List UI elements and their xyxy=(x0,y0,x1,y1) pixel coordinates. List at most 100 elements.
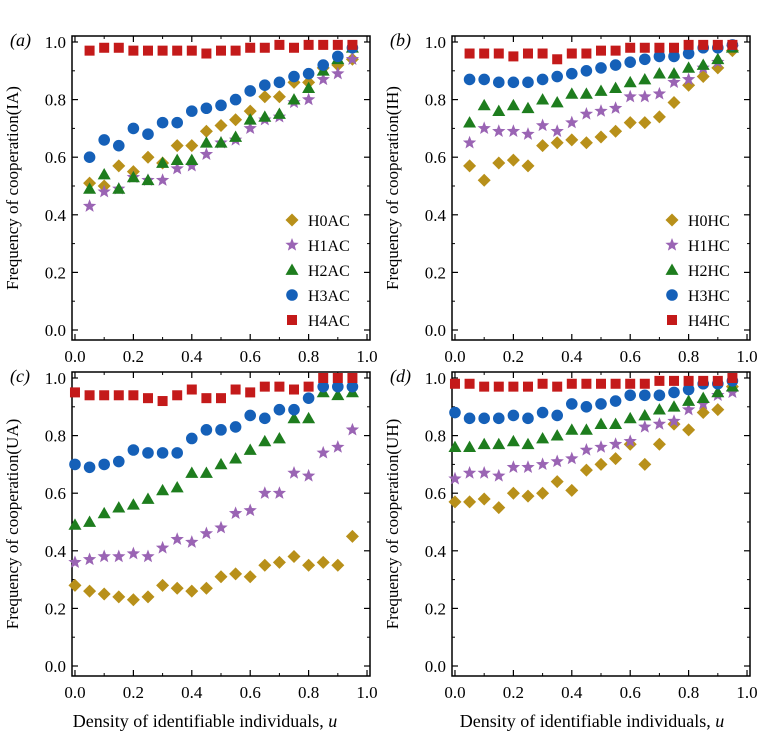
data-point xyxy=(521,460,535,473)
data-point xyxy=(142,128,154,140)
panel-label: (d) xyxy=(390,366,411,387)
legend-label: H2HC xyxy=(688,263,730,280)
data-point xyxy=(332,380,344,393)
data-point xyxy=(566,378,577,389)
data-point xyxy=(521,159,535,173)
data-point xyxy=(214,457,228,470)
data-point xyxy=(126,546,141,560)
legend-label: H3HC xyxy=(688,288,730,305)
data-point xyxy=(550,454,564,468)
data-point xyxy=(141,150,155,164)
data-point xyxy=(289,384,300,395)
data-point xyxy=(142,393,153,404)
data-point xyxy=(595,62,607,74)
data-point xyxy=(712,39,723,50)
data-point xyxy=(128,45,139,56)
x-tick-label: 0.8 xyxy=(298,347,319,366)
data-point xyxy=(171,447,183,459)
data-point xyxy=(186,45,197,56)
data-point xyxy=(199,526,214,540)
data-point xyxy=(492,412,505,425)
data-point xyxy=(274,39,285,50)
data-point xyxy=(609,59,622,71)
data-point xyxy=(97,506,111,519)
data-point xyxy=(186,384,197,395)
data-point xyxy=(551,409,563,422)
data-point xyxy=(492,468,506,482)
data-point xyxy=(668,386,680,399)
data-point xyxy=(667,95,681,109)
data-point xyxy=(478,73,490,86)
data-point xyxy=(639,53,651,66)
data-point xyxy=(243,443,257,455)
data-point xyxy=(157,396,168,407)
data-point xyxy=(185,105,198,117)
data-point xyxy=(448,440,462,452)
data-point xyxy=(301,468,316,482)
data-point xyxy=(696,406,710,420)
data-point xyxy=(141,549,155,563)
data-point xyxy=(288,403,300,416)
data-point xyxy=(332,39,343,50)
data-point xyxy=(199,136,213,148)
y-tick-label: 1.0 xyxy=(425,369,446,388)
panel-label: (b) xyxy=(390,30,411,51)
data-point xyxy=(579,136,593,150)
data-point xyxy=(565,423,579,435)
data-point xyxy=(522,48,533,59)
data-point xyxy=(462,135,477,149)
data-point xyxy=(565,398,578,410)
data-point xyxy=(259,79,271,91)
data-point xyxy=(229,113,243,127)
x-tick-label: 1.0 xyxy=(356,347,377,366)
x-tick-label: 0.2 xyxy=(123,347,144,366)
data-point xyxy=(331,388,345,401)
data-point xyxy=(243,570,257,584)
data-point xyxy=(669,375,680,386)
data-point xyxy=(83,182,97,194)
data-point xyxy=(112,139,125,152)
y-axis-label: Frequency of cooperation(IH) xyxy=(383,86,402,290)
y-axis-label: Frequency of cooperation(UH) xyxy=(383,419,402,630)
y-tick-label: 0.6 xyxy=(425,484,446,503)
data-point xyxy=(302,411,316,424)
data-point xyxy=(536,486,550,500)
data-point xyxy=(581,48,592,59)
data-point xyxy=(83,584,97,598)
y-tick-label: 0.0 xyxy=(45,321,66,340)
panels: 0.0 0.2 0.4 0.6 0.8 1.0 0.0 0.2 0.4 0.6 0.8 1.0 Freq… xyxy=(3,30,758,702)
x-tick-label: 0.2 xyxy=(503,347,524,366)
data-point xyxy=(98,458,110,471)
data-point xyxy=(216,45,226,56)
data-point xyxy=(537,48,548,59)
data-point xyxy=(185,139,199,153)
data-point xyxy=(112,182,126,194)
data-point xyxy=(113,390,124,401)
data-point xyxy=(448,471,462,485)
legend-marker xyxy=(666,289,678,301)
data-point xyxy=(345,52,360,65)
x-tick-label: 0.4 xyxy=(561,683,583,702)
data-point xyxy=(214,119,228,133)
data-point xyxy=(536,73,549,86)
legend-marker xyxy=(667,315,677,325)
data-point xyxy=(199,466,213,478)
data-point xyxy=(243,113,257,125)
data-point xyxy=(200,102,213,115)
data-point xyxy=(449,378,460,389)
data-point xyxy=(566,48,577,59)
data-point xyxy=(624,389,637,402)
y-tick-label: 0.8 xyxy=(425,91,446,110)
legend-label: H0HC xyxy=(688,213,730,230)
data-point xyxy=(477,492,491,506)
data-point xyxy=(318,39,329,50)
data-point xyxy=(126,170,140,183)
data-point xyxy=(201,393,212,404)
data-point xyxy=(302,392,315,404)
y-tick-label: 0.6 xyxy=(425,148,446,167)
legend-label: H4HC xyxy=(688,313,730,330)
x-tick-label: 1.0 xyxy=(736,347,757,366)
data-point xyxy=(479,48,490,59)
y-tick-label: 0.2 xyxy=(425,263,446,282)
